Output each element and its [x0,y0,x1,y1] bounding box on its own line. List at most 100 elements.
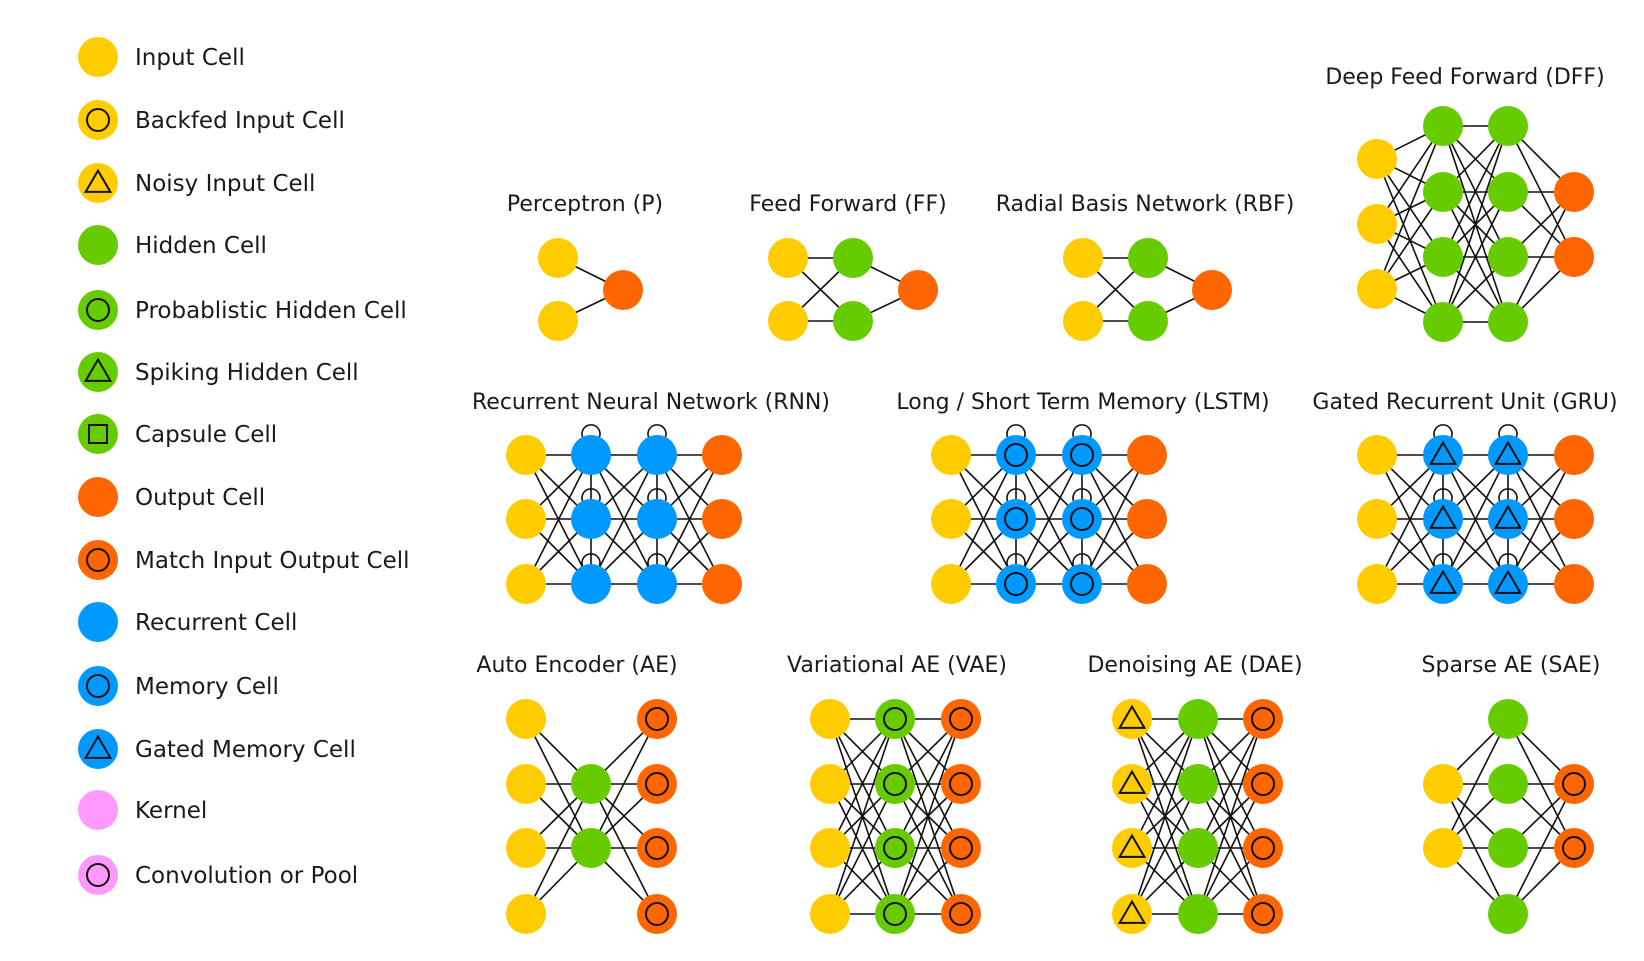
inner-circle-symbol [645,707,669,731]
input-cell-shape [1423,828,1463,868]
hidden-cell [1128,301,1168,341]
hidden-cell-shape [1423,106,1463,146]
output-cell-shape [941,764,981,804]
output-cell-shape [603,270,643,310]
output-cell [702,435,742,475]
inner-circle-symbol [1004,443,1028,467]
network-title: Recurrent Neural Network (RNN) [472,390,830,415]
input-cell [1357,499,1397,539]
hidden-cell [833,301,873,341]
hidden-cell [1488,237,1528,277]
hidden-cell-shape [571,828,611,868]
connection-edge [1131,783,1199,915]
hidden-cell-shape [833,301,873,341]
input-cell-shape [768,238,808,278]
hidden-cell [875,894,915,934]
self-loop [647,553,667,568]
inner-circle-symbol [1070,572,1094,596]
input-cell-shape [506,894,546,934]
hidden-cell [571,828,611,868]
network-title: Variational AE (VAE) [787,653,1007,678]
inner-triangle-symbol [1117,769,1147,794]
inner-circle-symbol [949,836,973,860]
connection-edge [894,718,962,849]
self-loop [1433,553,1453,568]
network-title: Feed Forward (FF) [749,192,946,217]
hidden-cell-shape [1488,764,1528,804]
legend-swatch [78,37,118,77]
legend-label: Spiking Hidden Cell [135,360,359,386]
inner-triangle-symbol [83,357,113,382]
recurrent-cell [571,564,611,604]
hidden-cell [1488,302,1528,342]
input-cell [1357,204,1397,244]
self-loop [1433,424,1453,439]
input-cell [1423,764,1463,804]
recurrent-cell [1423,564,1463,604]
connection-edge [894,718,962,915]
hidden-cell-shape [1128,301,1168,341]
input-cell [931,499,971,539]
input-cell [768,301,808,341]
recurrent-cell [996,435,1036,475]
input-cell [1423,828,1463,868]
input-cell-shape [1357,435,1397,475]
recurrent-cell-shape [1062,564,1102,604]
legend-label: Match Input Output Cell [135,548,410,574]
output-cell [603,270,643,310]
output-cell [941,699,981,739]
legend-swatch [78,163,118,203]
inner-triangle-symbol [1428,569,1458,594]
connection-edge [1442,191,1509,323]
input-cell [506,564,546,604]
inner-circle-symbol [1070,507,1094,531]
recurrent-cell-shape [78,602,118,642]
hidden-cell [1423,237,1463,277]
legend-label: Probablistic Hidden Cell [135,298,407,324]
output-cell-shape [702,499,742,539]
inner-circle-symbol [883,836,907,860]
output-cell [1554,828,1594,868]
output-cell-shape [637,894,677,934]
network-title: Radial Basis Network (RBF) [996,192,1295,217]
input-cell-shape [931,564,971,604]
self-loop [1006,488,1026,503]
input-cell-shape [1357,139,1397,179]
input-cell-shape [810,828,850,868]
hidden-cell [875,764,915,804]
output-cell-shape [1243,828,1283,868]
hidden-cell [1423,302,1463,342]
output-cell-shape [941,828,981,868]
legend-swatch [78,855,118,895]
output-cell-shape [1243,764,1283,804]
input-cell [1063,238,1103,278]
input-cell [506,894,546,934]
output-cell [1127,435,1167,475]
connection-edge [1197,783,1264,915]
connection-edge [525,454,592,585]
connection-edge [590,718,658,849]
inner-triangle-symbol [1117,833,1147,858]
output-cell-shape [1127,435,1167,475]
output-cell-shape [1127,564,1167,604]
connection-edge [1081,454,1148,585]
connections [1442,718,1575,915]
input-cell-shape [78,163,118,203]
output-cell-shape [1554,828,1594,868]
inner-circle-symbol [86,298,110,322]
recurrent-cell-shape [637,564,677,604]
hidden-cell [571,764,611,804]
network-lstm: Long / Short Term Memory (LSTM) [896,390,1270,604]
legend-item: Match Input Output Cell [78,540,410,580]
input-cell-shape [1112,828,1152,868]
inner-triangle-symbol [1117,704,1147,729]
hidden-cell-shape [1488,172,1528,212]
network-title: Auto Encoder (AE) [476,653,677,678]
connection-edge [950,454,1017,585]
legend-label: Backfed Input Cell [135,108,345,134]
inner-circle-symbol [1251,707,1275,731]
connection-edge [1442,125,1509,323]
legend-item: Noisy Input Cell [78,163,315,203]
output-cell-shape [1554,499,1594,539]
